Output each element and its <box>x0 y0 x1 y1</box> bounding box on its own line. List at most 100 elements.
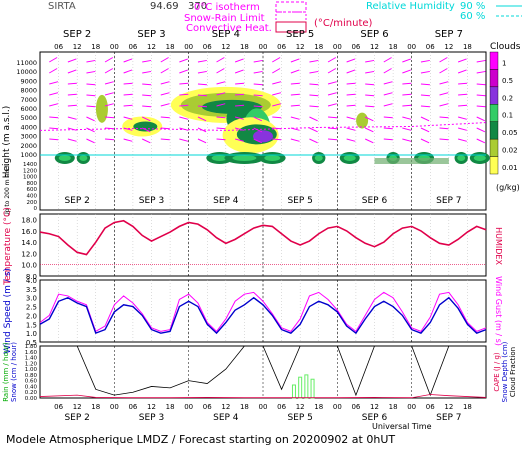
wind-arrow <box>272 103 282 107</box>
rain-ylabel: Rain (mm / hour) <box>2 342 10 402</box>
wind-arrow <box>439 116 449 119</box>
wind-arrow <box>179 82 189 85</box>
bottom-hour-labels: 06 12 18 00 06 12 18 00 06 12 18 00 06 12 18 00 06 12 18 00… <box>54 403 472 411</box>
wind-arrow <box>67 116 77 120</box>
clouds-y-tick: 5000 <box>20 114 37 122</box>
wind-arrow <box>327 68 337 74</box>
wind-arrow <box>272 57 281 63</box>
precipitation-plot: 1.801.601.401.201.000.800.600.400.200.00 <box>25 344 487 402</box>
cloud-blob <box>473 155 486 161</box>
wind-arrow <box>439 57 448 63</box>
wind-arrow <box>123 69 133 74</box>
wind-arrow <box>346 104 356 107</box>
hour-tick-label: 06 <box>426 403 435 411</box>
wind-arrow <box>104 81 114 85</box>
wind-arrow <box>216 103 226 107</box>
rain-y-tick: 0.80 <box>25 373 38 379</box>
wind-arrow <box>123 58 133 63</box>
wind-arrow <box>457 116 467 120</box>
colorbar-label: 0.01 <box>502 164 518 172</box>
wind-arrow <box>67 69 77 74</box>
hour-tick-label: 06 <box>54 43 63 51</box>
wind-arrow <box>290 82 300 85</box>
wind-arrow <box>160 68 169 74</box>
wind-arrow <box>197 116 207 122</box>
hour-tick-label: 18 <box>463 43 472 51</box>
clouds-y-tick: 4000 <box>20 123 37 131</box>
clouds-y-tick-lower: 1000 <box>23 175 37 181</box>
wind-arrow <box>457 127 467 131</box>
wind-arrow <box>290 58 300 63</box>
low-cloud-band <box>374 158 449 164</box>
wind-arrow <box>142 94 152 97</box>
wind-arrow <box>216 81 226 85</box>
hour-tick-label: 00 <box>184 43 193 51</box>
clouds-y-tick: 8000 <box>20 87 37 95</box>
wind-arrow <box>420 105 430 108</box>
wind-arrow <box>253 83 263 86</box>
day-label: SEP 3 <box>139 196 164 206</box>
wind-arrow <box>67 58 77 63</box>
wind-arrow <box>179 127 189 131</box>
hour-tick-label: 12 <box>296 43 305 51</box>
hour-tick-label: 18 <box>389 43 398 51</box>
rain-y-tick: 1.40 <box>25 356 38 362</box>
wind-arrow <box>383 92 393 96</box>
day-label: SEP 2 <box>63 29 91 40</box>
wind-arrow <box>290 127 300 131</box>
hour-tick-label: 06 <box>203 403 212 411</box>
wind-arrow <box>309 83 319 86</box>
wind-arrow <box>67 82 77 85</box>
hour-tick-label: 06 <box>128 43 137 51</box>
wind-arrow <box>179 69 189 74</box>
cloud-blob <box>457 155 466 161</box>
wind-arrow <box>235 82 245 85</box>
wind-arrow <box>123 93 133 96</box>
rain-y-tick: 1.20 <box>25 361 38 367</box>
legend-snowrain-swatch <box>275 11 307 23</box>
colorbar-label: 0.05 <box>502 129 518 137</box>
temperature-line <box>39 219 487 256</box>
wind-arrow <box>197 105 207 108</box>
wind-arrow <box>272 68 281 74</box>
rain-y-tick: 0.40 <box>25 384 38 390</box>
hour-tick-label: 00 <box>110 43 119 51</box>
wind-arrow <box>309 116 318 122</box>
clouds-y-tick: 10000 <box>16 68 37 76</box>
wind-plot: 4.03.53.02.52.01.51.00.5 <box>26 277 487 347</box>
hour-tick-label: 18 <box>91 43 100 51</box>
wind-gust-line <box>39 291 487 333</box>
wind-arrow <box>476 116 486 122</box>
wind-arrow <box>383 138 393 141</box>
cloud-blob <box>232 155 257 161</box>
top-hour-labels: 06 12 18 00 06 12 18 00 06 12 18 00 06 12 18 00 06 12 18 00… <box>54 43 472 51</box>
wind-arrow <box>420 94 430 97</box>
hour-tick-label: 12 <box>73 43 82 51</box>
colorbar-label: 1 <box>502 59 506 67</box>
wind-arrow <box>253 59 263 63</box>
day-label: SEP 7 <box>436 413 461 423</box>
clouds-y-tick-lower: 0 <box>34 206 38 212</box>
colorbar-swatch <box>489 138 499 157</box>
hour-tick-label: 12 <box>221 43 230 51</box>
rain-y-tick: 0.60 <box>25 379 38 385</box>
wind-arrow <box>104 68 114 74</box>
cloud-blob <box>58 155 71 161</box>
colorbar: 1 0.5 0.2 0.1 0.05 0.02 0.01 <box>489 51 518 175</box>
wind-arrow <box>439 81 449 85</box>
legend-convective-unit: (°C/minute) <box>314 18 373 29</box>
wind-arrow <box>160 116 170 119</box>
wind-arrow <box>123 104 133 107</box>
wind-arrow <box>402 127 412 131</box>
site-label: SIRTA <box>48 1 76 12</box>
wind-arrow <box>141 138 151 144</box>
cloud-blob <box>314 155 323 161</box>
wind-arrow <box>49 81 59 85</box>
day-label: SEP 7 <box>436 196 461 206</box>
temp-y-tick: 14.0 <box>21 239 37 247</box>
wind-speed-line <box>39 296 487 335</box>
wind-arrow <box>123 116 133 120</box>
wind-y-tick: 0.5 <box>26 339 37 347</box>
wind-y-tick: 3.0 <box>26 295 37 303</box>
wind-y-tick: 1.0 <box>26 330 37 338</box>
